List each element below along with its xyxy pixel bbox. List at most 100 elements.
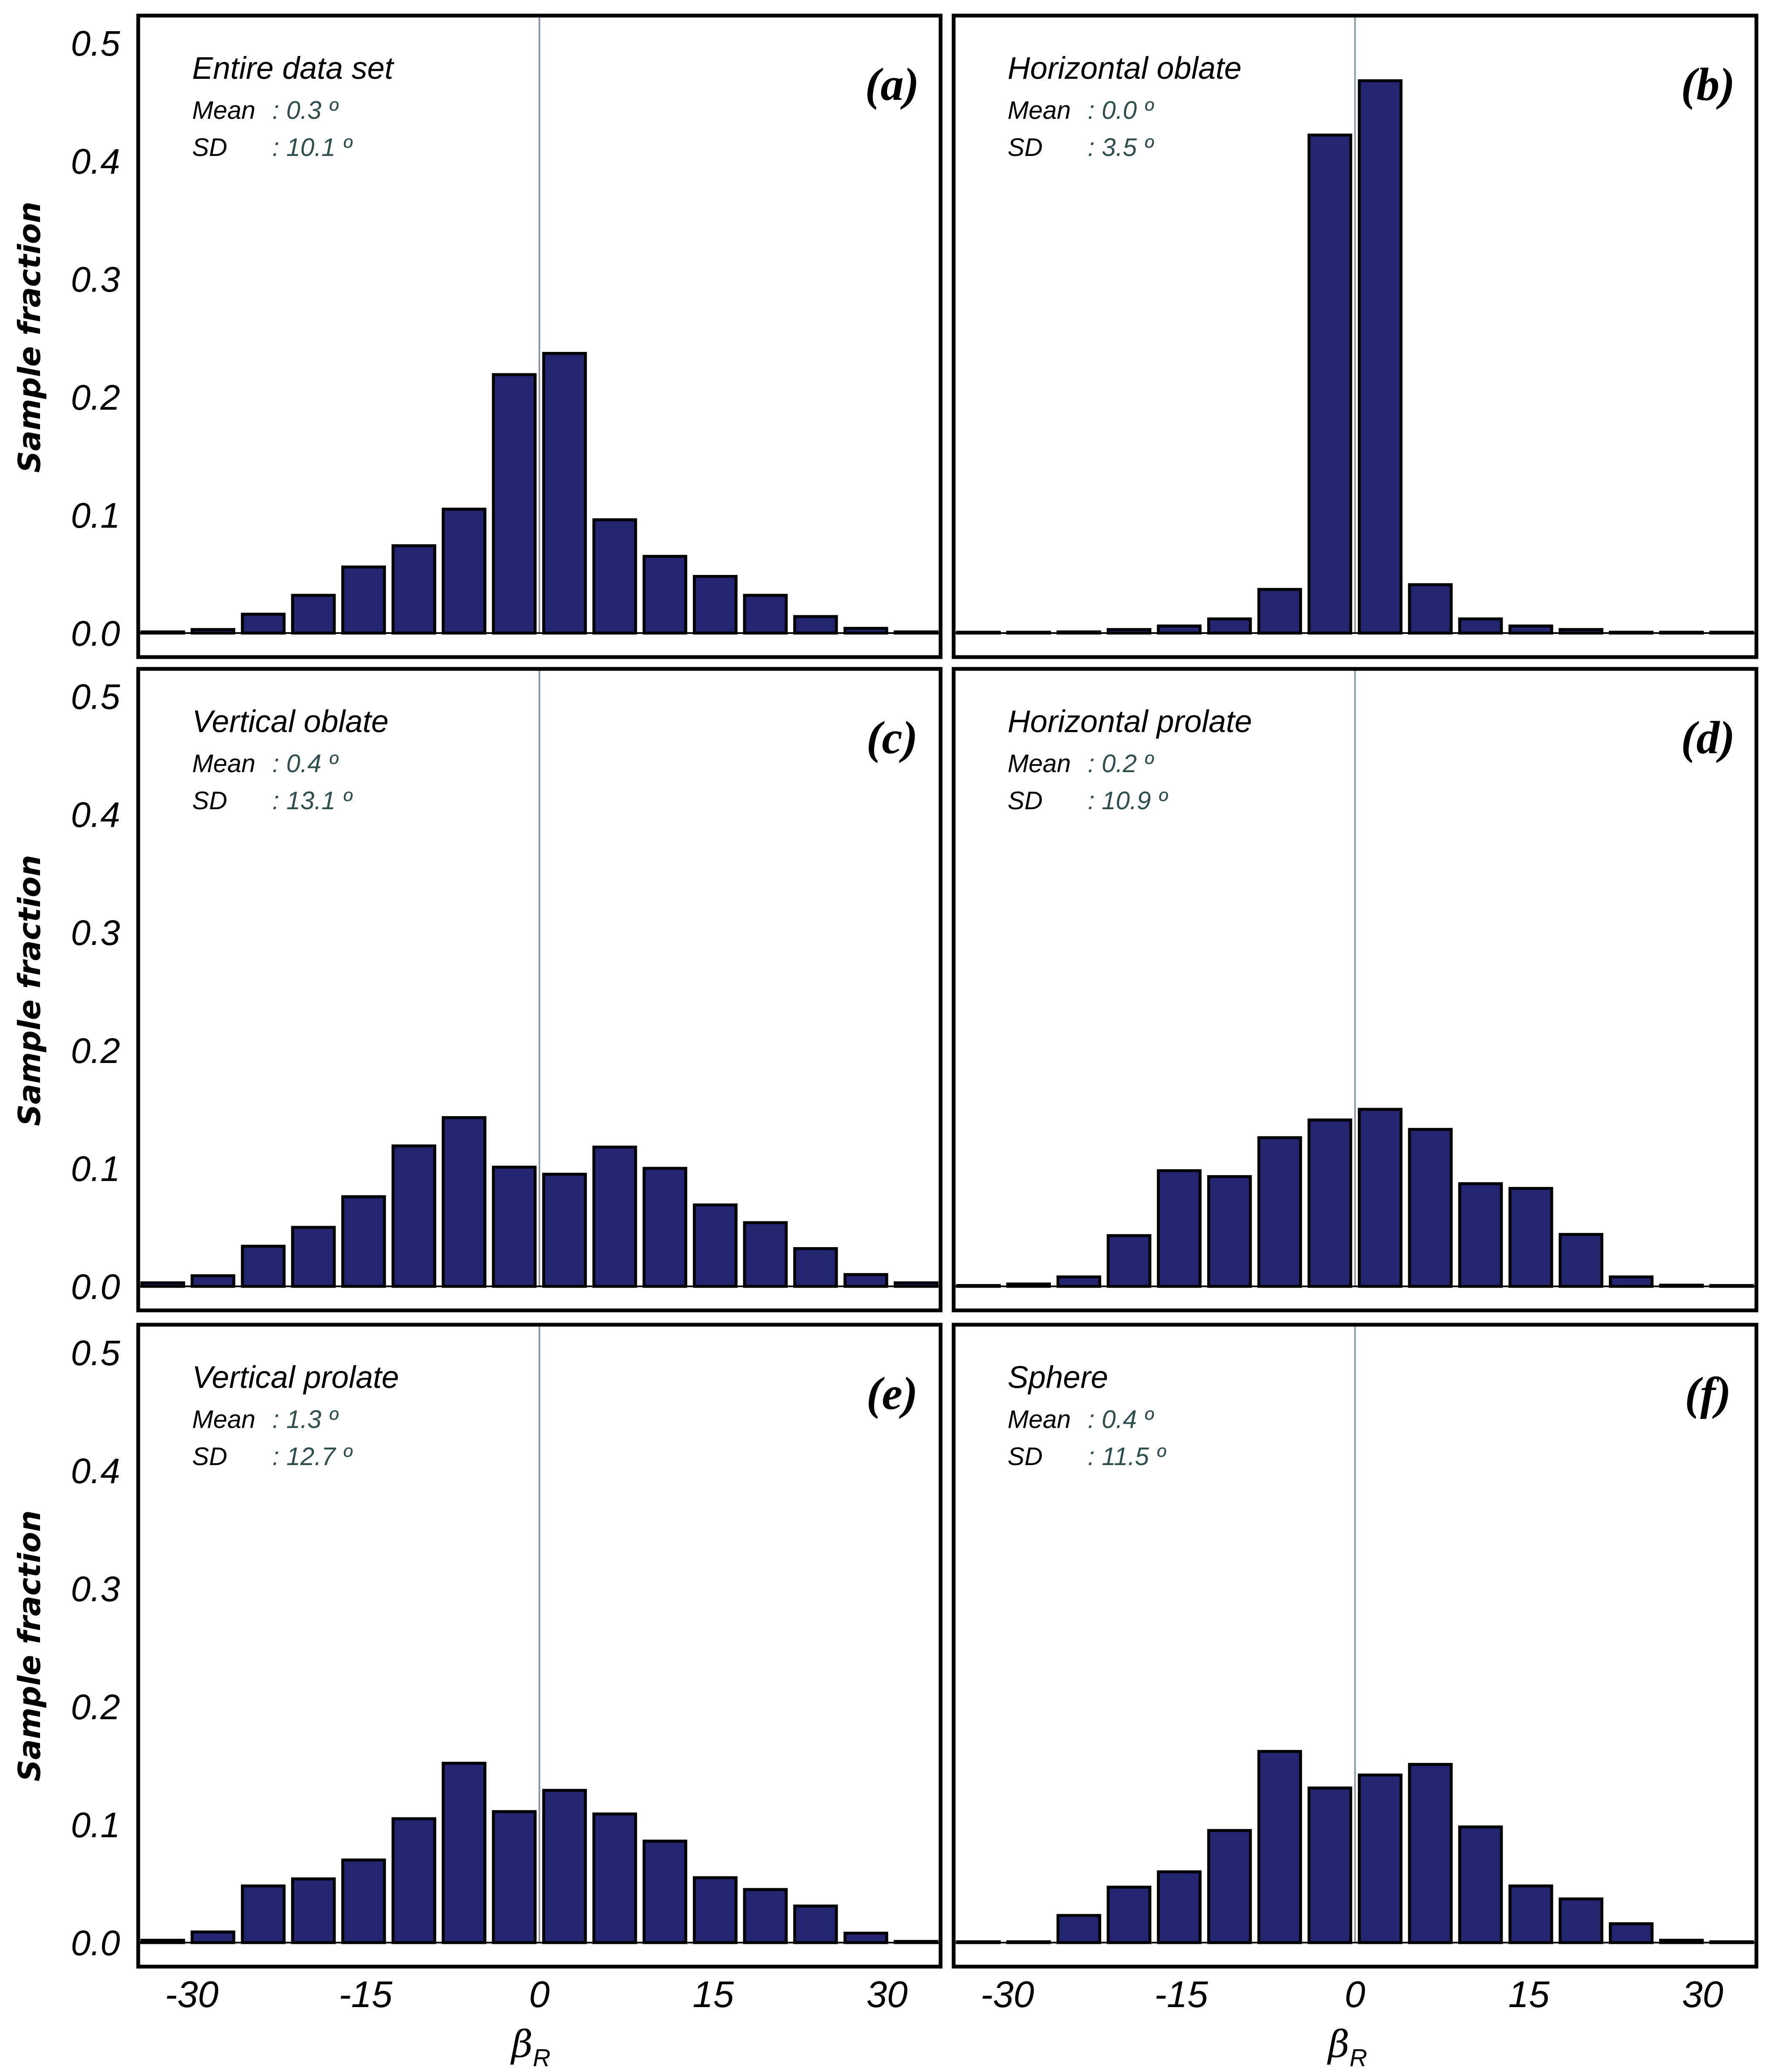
mean-value: : 0.3 º xyxy=(272,96,339,124)
histogram-bar xyxy=(1056,1275,1102,1288)
mean-value: : 0.4 º xyxy=(272,749,339,778)
panel-label: (d) xyxy=(1681,712,1735,763)
panel-f: -30 -15 0 15 30 Sphere Mean: 0.4 º SD: 11.5 º (f… xyxy=(952,1323,1759,2015)
histogram-bar xyxy=(391,544,437,635)
y-tick-label: 0.3 xyxy=(71,260,120,299)
panel-frame xyxy=(136,1323,943,1969)
histogram-bar xyxy=(341,565,386,635)
y-tick-label: 0.4 xyxy=(71,795,120,835)
panel-a: 0.0 0.1 0.2 0.3 0.4 0.5 Entire data set Mean: 0… xyxy=(71,13,943,659)
y-tick-label: 0.3 xyxy=(71,913,120,953)
y-axis-title-row2: Sample fraction xyxy=(12,855,47,1126)
x-axis-title-right: βR xyxy=(1327,2022,1367,2072)
y-axis-labels: Sample fraction Sample fraction Sample f… xyxy=(12,201,47,1782)
mean-label: Mean xyxy=(1008,749,1071,778)
histogram-bar xyxy=(843,1932,888,1944)
histogram-bar xyxy=(592,1812,637,1944)
x-axis-title-right-subscript: R xyxy=(1349,2044,1367,2072)
histogram-bar xyxy=(1307,133,1352,635)
y-tick-label: 0.0 xyxy=(71,614,120,653)
panel-d: Horizontal prolate Mean: 0.2 º SD: 10.9 º (… xyxy=(952,667,1759,1312)
histogram-bar xyxy=(1608,1275,1654,1288)
sd-label: SD xyxy=(1008,133,1043,161)
x-axis-title-left-symbol: β xyxy=(510,2022,533,2066)
x-axis-title-left: βR xyxy=(510,2022,551,2072)
histogram-bar xyxy=(1207,617,1252,635)
histogram-bar xyxy=(1056,1914,1102,1944)
y-axis-title-row3: Sample fraction xyxy=(12,1510,47,1782)
y-tick-label: 0.4 xyxy=(71,1451,120,1491)
x-axis-labels: βR βR xyxy=(510,2022,1367,2072)
mean-label: Mean xyxy=(192,749,255,778)
histogram-bar xyxy=(1207,1829,1252,1944)
histogram-bar xyxy=(693,575,738,635)
histogram-bar xyxy=(190,1930,236,1944)
histogram-bar xyxy=(793,1247,838,1288)
histogram-bar xyxy=(291,1226,336,1288)
histogram-bar xyxy=(291,1877,336,1944)
panel-label: (f) xyxy=(1685,1368,1731,1419)
y-tick-label: 0.3 xyxy=(71,1569,120,1609)
histogram-bar xyxy=(291,593,336,635)
x-tick-label: 0 xyxy=(1345,1973,1365,2015)
histogram-bar xyxy=(1157,624,1202,635)
y-axis-title-row1: Sample fraction xyxy=(12,201,47,473)
panel-label: (a) xyxy=(865,59,919,110)
histogram-bar xyxy=(391,1144,437,1288)
panel-frame xyxy=(952,13,1759,659)
y-tick-label: 0.2 xyxy=(71,1687,120,1727)
histogram-bar xyxy=(592,518,637,635)
histogram-bar xyxy=(542,1789,587,1944)
histogram-bar xyxy=(1608,1922,1654,1944)
panel-label: (b) xyxy=(1681,59,1735,110)
mean-label: Mean xyxy=(192,1405,255,1433)
mean-value: : 0.2 º xyxy=(1088,749,1154,778)
y-tick-label: 0.5 xyxy=(71,24,120,63)
mean-label: Mean xyxy=(1008,96,1071,124)
y-tick-label: 0.1 xyxy=(71,496,120,535)
histogram-bar xyxy=(793,615,838,635)
panel-title: Vertical prolate xyxy=(192,1360,399,1395)
panel-title: Sphere xyxy=(1008,1360,1108,1395)
histogram-bar xyxy=(1358,79,1403,635)
histogram-bar xyxy=(341,1858,386,1944)
histogram-bar xyxy=(1207,1175,1252,1288)
histogram-bar xyxy=(542,1173,587,1288)
x-tick-label: 15 xyxy=(1508,1973,1550,2015)
x-tick-label: 30 xyxy=(1682,1973,1724,2015)
sd-label: SD xyxy=(1008,1442,1043,1471)
histogram-bar xyxy=(642,1839,687,1944)
histogram-bar xyxy=(793,1904,838,1944)
y-tick-label: 0.0 xyxy=(71,1267,120,1307)
histogram-bar xyxy=(492,373,537,635)
histogram-bar xyxy=(1157,1169,1202,1288)
x-tick-label: 0 xyxy=(529,1973,550,2015)
sd-label: SD xyxy=(192,1442,227,1471)
mean-label: Mean xyxy=(1008,1405,1071,1433)
histogram-bar xyxy=(492,1810,537,1944)
sd-value: : 10.1 º xyxy=(272,133,353,161)
mean-value: : 0.0 º xyxy=(1088,96,1154,124)
histogram-bar xyxy=(442,1116,487,1288)
y-tick-label: 0.2 xyxy=(71,378,120,417)
x-tick-label: 15 xyxy=(693,1973,735,2015)
histogram-bar xyxy=(743,593,788,635)
histogram-bar xyxy=(1408,583,1453,635)
panel-title: Vertical oblate xyxy=(192,704,389,739)
histogram-bar xyxy=(1257,1750,1302,1944)
histogram-bar xyxy=(693,1876,738,1944)
panel-frame xyxy=(952,1323,1759,1969)
x-tick-label: 30 xyxy=(866,1973,908,2015)
panel-label: (e) xyxy=(866,1368,918,1419)
histogram-bar xyxy=(743,1888,788,1944)
histogram-bar xyxy=(843,1273,888,1288)
x-tick-label: -15 xyxy=(339,1973,393,2015)
x-tick-label: -15 xyxy=(1154,1973,1208,2015)
mean-value: : 0.4 º xyxy=(1088,1405,1154,1433)
histogram-bar xyxy=(1508,624,1553,635)
histogram-bar xyxy=(1307,1118,1352,1288)
y-tick-label: 0.5 xyxy=(71,1333,120,1373)
y-tick-label: 0.2 xyxy=(71,1031,120,1071)
panel-title: Horizontal prolate xyxy=(1008,704,1252,739)
histogram-bar xyxy=(642,1167,687,1288)
